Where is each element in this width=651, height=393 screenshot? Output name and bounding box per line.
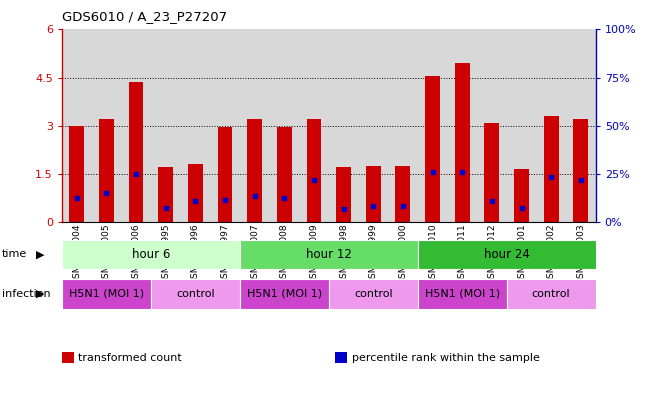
- Text: time: time: [2, 250, 27, 259]
- Bar: [299, 29, 329, 222]
- Text: control: control: [176, 289, 215, 299]
- Bar: [307, 119, 322, 222]
- Bar: [151, 279, 240, 309]
- Bar: [536, 29, 566, 222]
- Bar: [217, 127, 232, 222]
- Bar: [270, 29, 299, 222]
- Bar: [574, 119, 589, 222]
- Bar: [418, 279, 506, 309]
- Text: hour 24: hour 24: [484, 248, 530, 261]
- Bar: [180, 29, 210, 222]
- Bar: [240, 240, 418, 269]
- Bar: [247, 119, 262, 222]
- Bar: [151, 29, 180, 222]
- Text: control: control: [532, 289, 570, 299]
- Text: GDS6010 / A_23_P27207: GDS6010 / A_23_P27207: [62, 10, 227, 23]
- Bar: [69, 126, 84, 222]
- Text: H5N1 (MOI 1): H5N1 (MOI 1): [247, 289, 322, 299]
- Bar: [425, 76, 440, 222]
- Bar: [484, 123, 499, 222]
- Bar: [128, 83, 143, 222]
- Text: ▶: ▶: [36, 289, 44, 299]
- Text: hour 12: hour 12: [306, 248, 352, 261]
- Bar: [62, 352, 74, 363]
- Bar: [240, 29, 270, 222]
- Bar: [188, 164, 202, 222]
- Bar: [388, 29, 418, 222]
- Bar: [506, 279, 596, 309]
- Bar: [335, 352, 347, 363]
- Bar: [92, 29, 121, 222]
- Text: percentile rank within the sample: percentile rank within the sample: [352, 353, 540, 363]
- Bar: [396, 166, 410, 222]
- Bar: [240, 279, 329, 309]
- Bar: [455, 63, 469, 222]
- Bar: [366, 166, 381, 222]
- Text: infection: infection: [2, 289, 51, 299]
- Bar: [62, 240, 240, 269]
- Bar: [336, 167, 351, 222]
- Text: transformed count: transformed count: [78, 353, 182, 363]
- Bar: [62, 29, 92, 222]
- Bar: [210, 29, 240, 222]
- Bar: [514, 169, 529, 222]
- Bar: [566, 29, 596, 222]
- Text: H5N1 (MOI 1): H5N1 (MOI 1): [424, 289, 500, 299]
- Text: hour 6: hour 6: [132, 248, 170, 261]
- Bar: [544, 116, 559, 222]
- Bar: [359, 29, 388, 222]
- Bar: [418, 29, 447, 222]
- Bar: [62, 279, 151, 309]
- Bar: [99, 119, 114, 222]
- Bar: [158, 167, 173, 222]
- Text: control: control: [354, 289, 393, 299]
- Bar: [121, 29, 151, 222]
- Bar: [277, 127, 292, 222]
- Text: H5N1 (MOI 1): H5N1 (MOI 1): [69, 289, 144, 299]
- Text: ▶: ▶: [36, 250, 44, 259]
- Bar: [477, 29, 506, 222]
- Bar: [418, 240, 596, 269]
- Bar: [506, 29, 536, 222]
- Bar: [447, 29, 477, 222]
- Bar: [329, 29, 359, 222]
- Bar: [329, 279, 418, 309]
